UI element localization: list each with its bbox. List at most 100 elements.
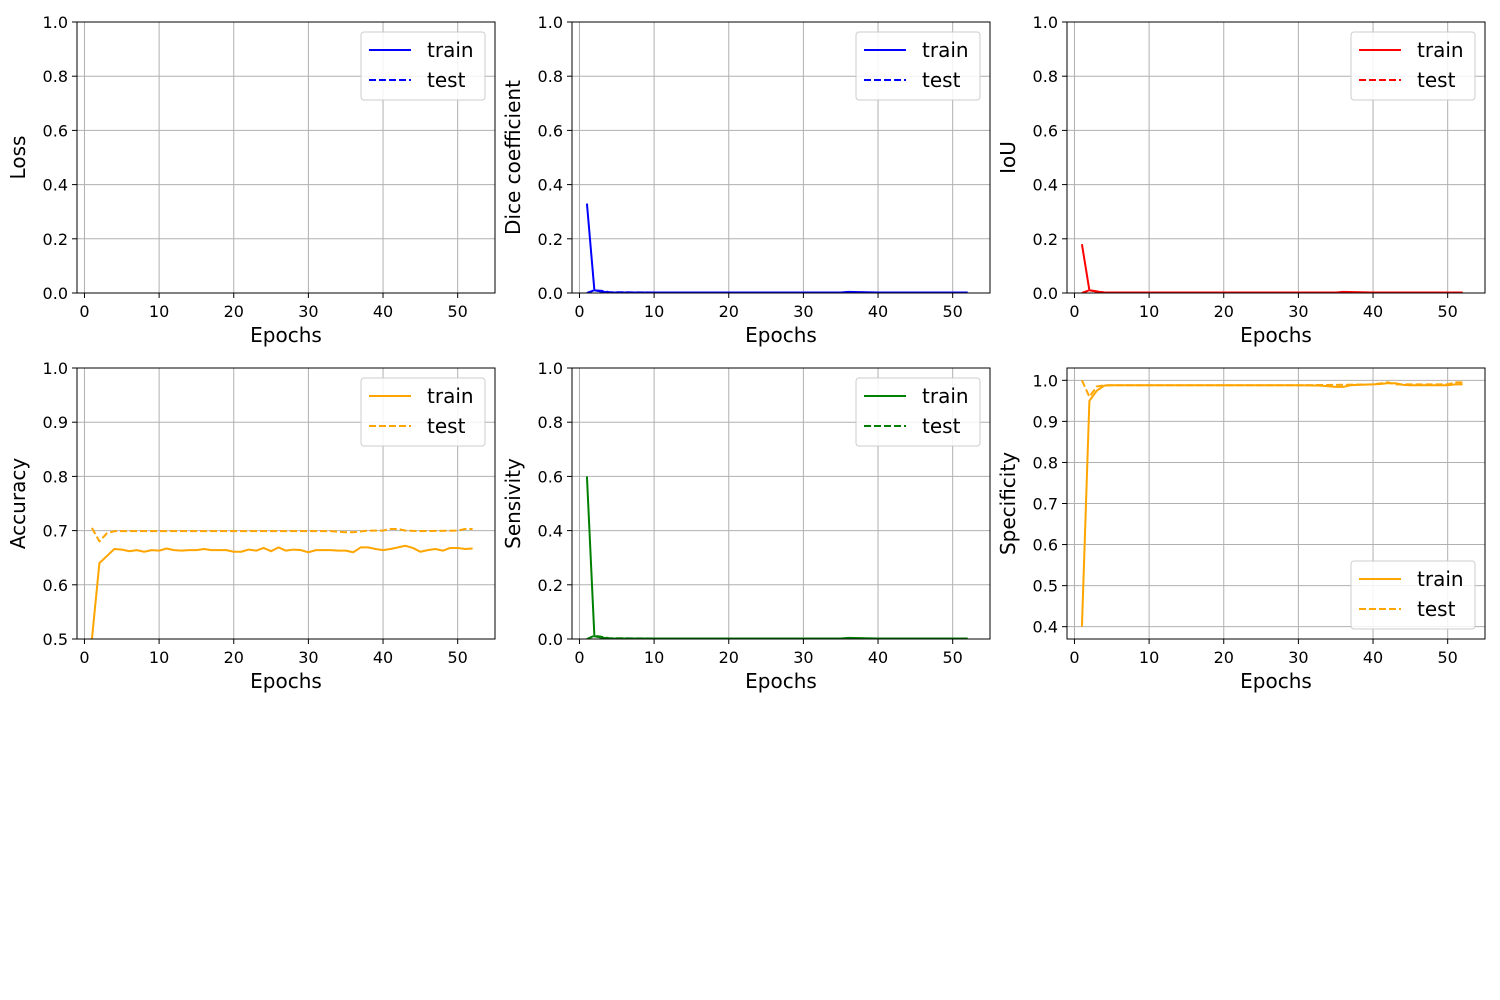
x-tick-label: 10 xyxy=(149,648,169,667)
axes-frame xyxy=(76,21,496,294)
y-tick-label: 0.5 xyxy=(43,630,68,649)
series-line-test xyxy=(1081,379,1463,398)
x-tick-label: 0 xyxy=(1069,648,1079,667)
y-tick-label: 0.6 xyxy=(43,121,68,140)
y-tick-label: 0.0 xyxy=(43,284,68,303)
x-tick-label: 0 xyxy=(574,302,584,321)
series-line-train xyxy=(90,544,473,639)
legend-label-test: test xyxy=(922,414,961,438)
series-line-test xyxy=(586,289,968,293)
y-tick-label: 1.0 xyxy=(1033,371,1058,390)
y-tick-label: 0.4 xyxy=(538,522,563,541)
x-tick-label: 10 xyxy=(1139,648,1159,667)
x-axis-label: Epochs xyxy=(250,323,322,347)
x-tick-label: 10 xyxy=(644,648,664,667)
y-tick-label: 0.5 xyxy=(1033,577,1058,596)
x-tick-label: 40 xyxy=(373,302,393,321)
axes-frame xyxy=(571,367,991,640)
y-tick-label: 0.8 xyxy=(1033,453,1058,472)
series-line-test xyxy=(1081,289,1463,293)
chart-panel-6: 0 10 20 30 40 50 0.4 0.5 0.6 0.7 0.8 0.9 1.0 Epochs Sp… xyxy=(996,367,1486,693)
y-tick-label: 0.0 xyxy=(1033,284,1058,303)
legend-label-test: test xyxy=(1417,68,1456,92)
y-axis-label: Accuracy xyxy=(6,458,30,549)
y-axis-label: Sensivity xyxy=(501,458,525,549)
y-tick-label: 0.8 xyxy=(1033,67,1058,86)
y-tick-label: 0.4 xyxy=(538,176,563,195)
legend-label-test: test xyxy=(427,414,466,438)
legend-label-train: train xyxy=(922,38,969,62)
y-tick-label: 0.0 xyxy=(538,284,563,303)
series-line-train xyxy=(585,476,968,639)
y-tick-label: 0.2 xyxy=(43,230,68,249)
y-axis-label: IoU xyxy=(996,141,1020,174)
x-axis-label: Epochs xyxy=(250,669,322,693)
y-tick-label: 0.8 xyxy=(538,413,563,432)
chart-panel-5: 0 10 20 30 40 50 0.0 0.2 0.4 0.6 0.8 1.0 Epochs Sensi… xyxy=(501,359,991,693)
y-axis-label: Specificity xyxy=(996,452,1020,555)
chart-panel-2: 0 10 20 30 40 50 0.0 0.2 0.4 0.6 0.8 1.0 Epochs Dice … xyxy=(501,13,991,347)
chart-panel-3: 0 10 20 30 40 50 0.0 0.2 0.4 0.6 0.8 1.0 Epochs IoU tr… xyxy=(996,13,1486,347)
x-tick-label: 30 xyxy=(1288,648,1308,667)
x-tick-label: 10 xyxy=(149,302,169,321)
x-tick-label: 30 xyxy=(1288,302,1308,321)
y-tick-label: 0.6 xyxy=(538,467,563,486)
y-tick-label: 0.0 xyxy=(538,630,563,649)
x-tick-label: 50 xyxy=(447,648,467,667)
axes-frame xyxy=(1066,367,1486,640)
x-tick-label: 0 xyxy=(574,648,584,667)
x-tick-label: 0 xyxy=(1069,302,1079,321)
legend: train test xyxy=(1350,560,1476,630)
chart-panel-1: 0 10 20 30 40 50 0.0 0.2 0.4 0.6 0.8 1.0 Epochs Loss t… xyxy=(6,13,496,347)
y-tick-label: 0.6 xyxy=(1033,536,1058,555)
x-tick-label: 30 xyxy=(298,648,318,667)
y-axis-label: Loss xyxy=(6,136,30,180)
legend: train test xyxy=(855,377,981,447)
x-tick-label: 20 xyxy=(719,648,739,667)
y-tick-label: 1.0 xyxy=(1033,13,1058,32)
legend-label-train: train xyxy=(1417,567,1464,591)
x-tick-label: 20 xyxy=(719,302,739,321)
series-line-train xyxy=(585,203,968,293)
x-tick-label: 40 xyxy=(868,302,888,321)
legend: train test xyxy=(1350,31,1476,101)
x-axis-label: Epochs xyxy=(1240,669,1312,693)
x-tick-label: 40 xyxy=(373,648,393,667)
x-tick-label: 20 xyxy=(224,302,244,321)
legend-label-train: train xyxy=(427,384,474,408)
y-tick-label: 0.6 xyxy=(538,121,563,140)
series-line-train xyxy=(1080,244,1463,293)
legend-label-train: train xyxy=(922,384,969,408)
y-tick-label: 0.4 xyxy=(1033,176,1058,195)
y-tick-label: 0.4 xyxy=(1033,618,1058,637)
x-tick-label: 10 xyxy=(1139,302,1159,321)
x-tick-label: 10 xyxy=(644,302,664,321)
legend: train test xyxy=(360,377,486,447)
x-axis-label: Epochs xyxy=(745,323,817,347)
y-tick-label: 0.8 xyxy=(43,67,68,86)
y-tick-label: 0.6 xyxy=(1033,121,1058,140)
legend: train test xyxy=(855,31,981,101)
x-tick-label: 20 xyxy=(224,648,244,667)
axes-frame xyxy=(76,367,496,640)
axes-frame xyxy=(1066,21,1486,294)
legend: train test xyxy=(360,31,486,101)
x-tick-label: 40 xyxy=(868,648,888,667)
x-tick-label: 50 xyxy=(447,302,467,321)
y-tick-label: 0.4 xyxy=(43,176,68,195)
y-tick-label: 0.2 xyxy=(1033,230,1058,249)
y-tick-label: 1.0 xyxy=(43,13,68,32)
x-axis-label: Epochs xyxy=(1240,323,1312,347)
y-tick-label: 0.2 xyxy=(538,576,563,595)
x-tick-label: 40 xyxy=(1363,302,1383,321)
y-tick-label: 1.0 xyxy=(43,359,68,378)
chart-panel-4: 0 10 20 30 40 50 0.5 0.6 0.7 0.8 0.9 1.0 Epochs Accur… xyxy=(6,359,496,693)
y-tick-label: 0.6 xyxy=(43,576,68,595)
x-tick-label: 20 xyxy=(1214,302,1234,321)
legend-label-test: test xyxy=(1417,597,1456,621)
x-tick-label: 0 xyxy=(79,302,89,321)
x-tick-label: 20 xyxy=(1214,648,1234,667)
y-tick-label: 1.0 xyxy=(538,13,563,32)
series-line-test xyxy=(91,527,473,543)
